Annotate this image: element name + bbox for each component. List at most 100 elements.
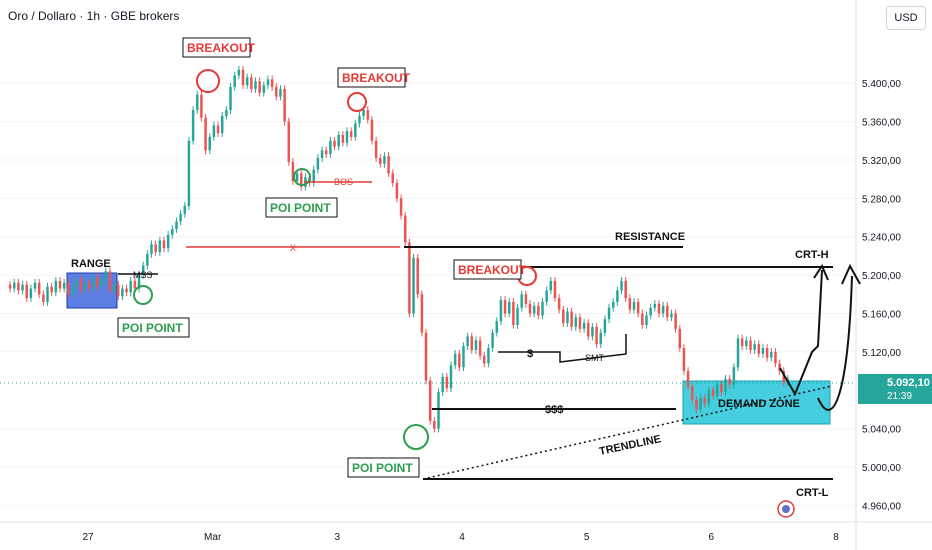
candle-body (225, 110, 228, 116)
candle-body (387, 156, 390, 174)
candle-body (424, 332, 428, 381)
candle-body (545, 290, 548, 302)
candle-body (458, 353, 461, 368)
candle-body (495, 321, 498, 333)
candle-body (50, 286, 53, 293)
time-tick-label: 27 (82, 532, 94, 543)
candle-body (379, 158, 382, 164)
breakout-circle-2 (347, 92, 367, 112)
crt-h-label: CRT-H (795, 249, 829, 261)
candle-body (295, 173, 299, 182)
candle-body (624, 280, 627, 299)
candle-body (29, 288, 33, 299)
poi-circle-1 (133, 285, 153, 305)
candle-body (162, 240, 166, 249)
candle-body (620, 280, 623, 291)
candle-body (399, 198, 403, 216)
poi-circle-3 (403, 424, 429, 450)
bos-label: BOS (334, 177, 353, 187)
candle-body (591, 326, 594, 337)
candle-body (62, 282, 66, 289)
projection-arrow-2-head (841, 263, 861, 285)
candle-body (275, 87, 278, 97)
candle-body (137, 275, 141, 289)
candle-body (183, 206, 187, 214)
candle-body (345, 131, 349, 143)
currency-button[interactable]: USD (886, 6, 926, 30)
event-flag-inner (782, 505, 790, 513)
candle-body (678, 328, 682, 349)
candle-body (703, 397, 706, 404)
candle-body (196, 94, 199, 111)
candle-body (670, 313, 673, 318)
candle-body (266, 79, 270, 86)
candle-body (329, 140, 332, 155)
candle-body (366, 110, 370, 120)
candle-body (279, 88, 282, 97)
candle-body (749, 340, 752, 350)
candle-body (578, 317, 582, 329)
candle-body (757, 344, 761, 354)
candle-body (778, 363, 781, 372)
candle-body (599, 332, 602, 345)
candle-body (75, 278, 78, 287)
candle-body (416, 257, 419, 295)
candle-body (262, 85, 266, 93)
candle-body (391, 173, 395, 183)
candle-body (92, 277, 95, 289)
price-tick-label: 5.360,00 (862, 118, 901, 129)
candle-body (478, 340, 482, 356)
candle-body (33, 282, 37, 289)
candle-body (695, 399, 698, 410)
candle-body (445, 376, 449, 389)
candle-body (21, 284, 24, 291)
candle-body (154, 244, 157, 253)
price-tick-label: 5.320,00 (862, 156, 901, 167)
candle-body (745, 340, 748, 347)
candle-body (354, 123, 357, 137)
candle-body (487, 348, 490, 364)
candle-body (116, 284, 120, 297)
candle-body (187, 140, 191, 207)
candle-body (12, 282, 16, 289)
candle-body (200, 94, 203, 118)
trendline-label: TRENDLINE (598, 433, 662, 458)
candle-body (395, 182, 399, 199)
candle-body (557, 298, 561, 310)
candle-body (175, 221, 178, 230)
candle-body (420, 294, 424, 333)
candle-body (121, 288, 124, 297)
candle-body (483, 355, 486, 364)
candle-body (562, 309, 565, 324)
candle-body (220, 115, 224, 134)
candle-body (337, 135, 340, 147)
candle-body (237, 69, 241, 76)
candle-body (607, 307, 611, 320)
candle-body (283, 88, 286, 122)
candle-layer (8, 65, 790, 433)
candle-body (570, 311, 573, 327)
candle-body (54, 280, 58, 293)
price-tick-label: 5.160,00 (862, 309, 901, 320)
candle-body (711, 390, 715, 397)
candle-body (46, 286, 49, 302)
candle-body (720, 384, 723, 393)
candle-body (179, 213, 182, 222)
candle-body (740, 338, 744, 347)
x-label: X (290, 243, 296, 253)
time-tick-label: 5 (584, 532, 590, 543)
price-tick-label: 5.120,00 (862, 348, 901, 359)
candle-body (212, 125, 216, 137)
breakout-label-box-1 (182, 37, 251, 58)
candle-body (707, 390, 711, 404)
candle-body (507, 301, 511, 314)
candle-body (491, 332, 494, 349)
poi-label-box-2 (265, 197, 338, 218)
price-badge-countdown: 21:39 (887, 391, 912, 402)
candle-body (254, 81, 257, 89)
candle-body (112, 284, 116, 291)
candle-body (100, 280, 103, 287)
demand-zone-box (682, 380, 831, 425)
